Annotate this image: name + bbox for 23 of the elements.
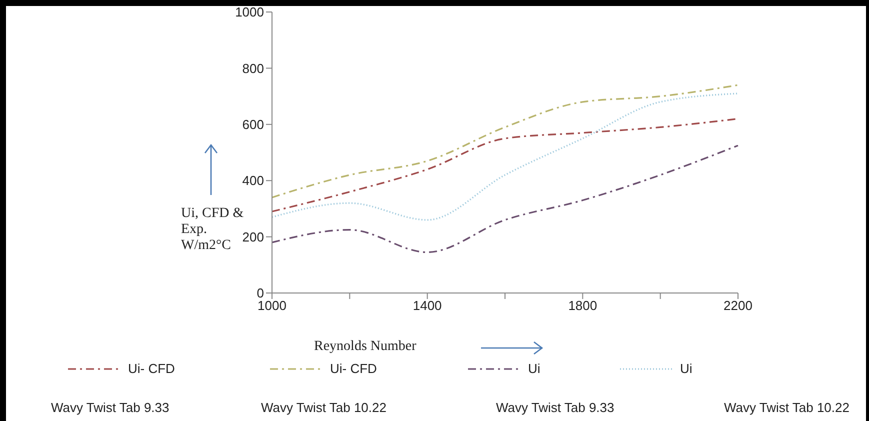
y-tick-label: 800 xyxy=(242,60,264,76)
text: Wavy Twist Tab 9.33 xyxy=(51,400,170,415)
x-tick-label: 1800 xyxy=(568,298,598,314)
text: Wavy Twist Tab 10.22 xyxy=(261,400,386,415)
x-tick-label: 1400 xyxy=(412,298,442,314)
text: Wavy Twist Tab 10.22 xyxy=(724,400,850,415)
y-tick-label: 0 xyxy=(256,286,264,301)
y-axis-title: Ui, CFD & Exp. W/m2°C xyxy=(181,206,244,253)
y-tick-label: 1000 xyxy=(235,4,264,20)
text: Wavy Twist Tab 9.33 xyxy=(496,400,614,415)
y-tick-label: 200 xyxy=(242,229,264,244)
legend-label: Ui- CFD xyxy=(128,361,175,376)
x-axis-title: Reynolds Number xyxy=(314,339,416,355)
legend-label: Ui xyxy=(680,361,692,376)
y-tick-label: 600 xyxy=(242,117,264,132)
x-tick-label: 2200 xyxy=(724,298,752,314)
line-series xyxy=(271,144,739,254)
legend-label: Ui- CFD xyxy=(330,361,377,376)
x-tick-label: 1000 xyxy=(258,298,286,314)
line-series xyxy=(271,92,739,221)
line-series xyxy=(271,84,739,198)
y-tick-label: 400 xyxy=(242,173,264,188)
legend-label: Ui xyxy=(528,361,540,376)
